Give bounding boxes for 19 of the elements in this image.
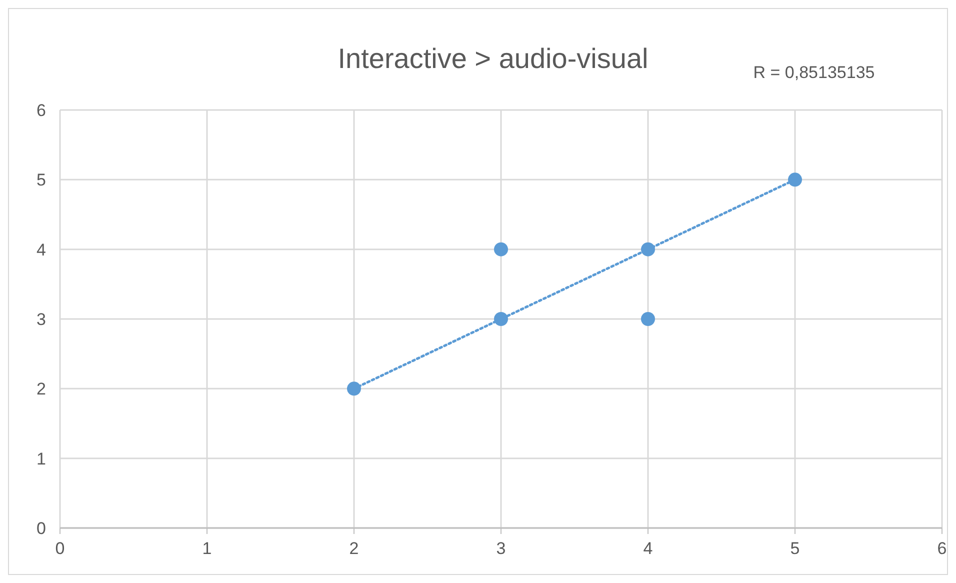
y-tick-label: 3 bbox=[36, 310, 46, 329]
y-tick-label: 0 bbox=[36, 519, 46, 538]
x-tick-label: 2 bbox=[349, 539, 359, 558]
x-tick-label: 6 bbox=[937, 539, 947, 558]
x-tick-label: 1 bbox=[202, 539, 212, 558]
point bbox=[494, 242, 508, 256]
x-tick-label: 0 bbox=[55, 539, 65, 558]
x-tick-label: 3 bbox=[496, 539, 506, 558]
point bbox=[641, 312, 655, 326]
y-tick-label: 5 bbox=[36, 170, 46, 190]
x-tick-label: 5 bbox=[790, 539, 800, 558]
x-tick-label: 4 bbox=[643, 539, 653, 558]
point bbox=[788, 172, 802, 187]
y-tick-label: 1 bbox=[36, 449, 46, 468]
y-tick-label: 6 bbox=[36, 101, 46, 120]
y-tick-label: 2 bbox=[36, 380, 46, 399]
text: R = 0,85135135 bbox=[753, 63, 875, 82]
chart-title: Interactive > audio-visual bbox=[338, 43, 648, 74]
y-tick-label: 4 bbox=[36, 240, 46, 260]
